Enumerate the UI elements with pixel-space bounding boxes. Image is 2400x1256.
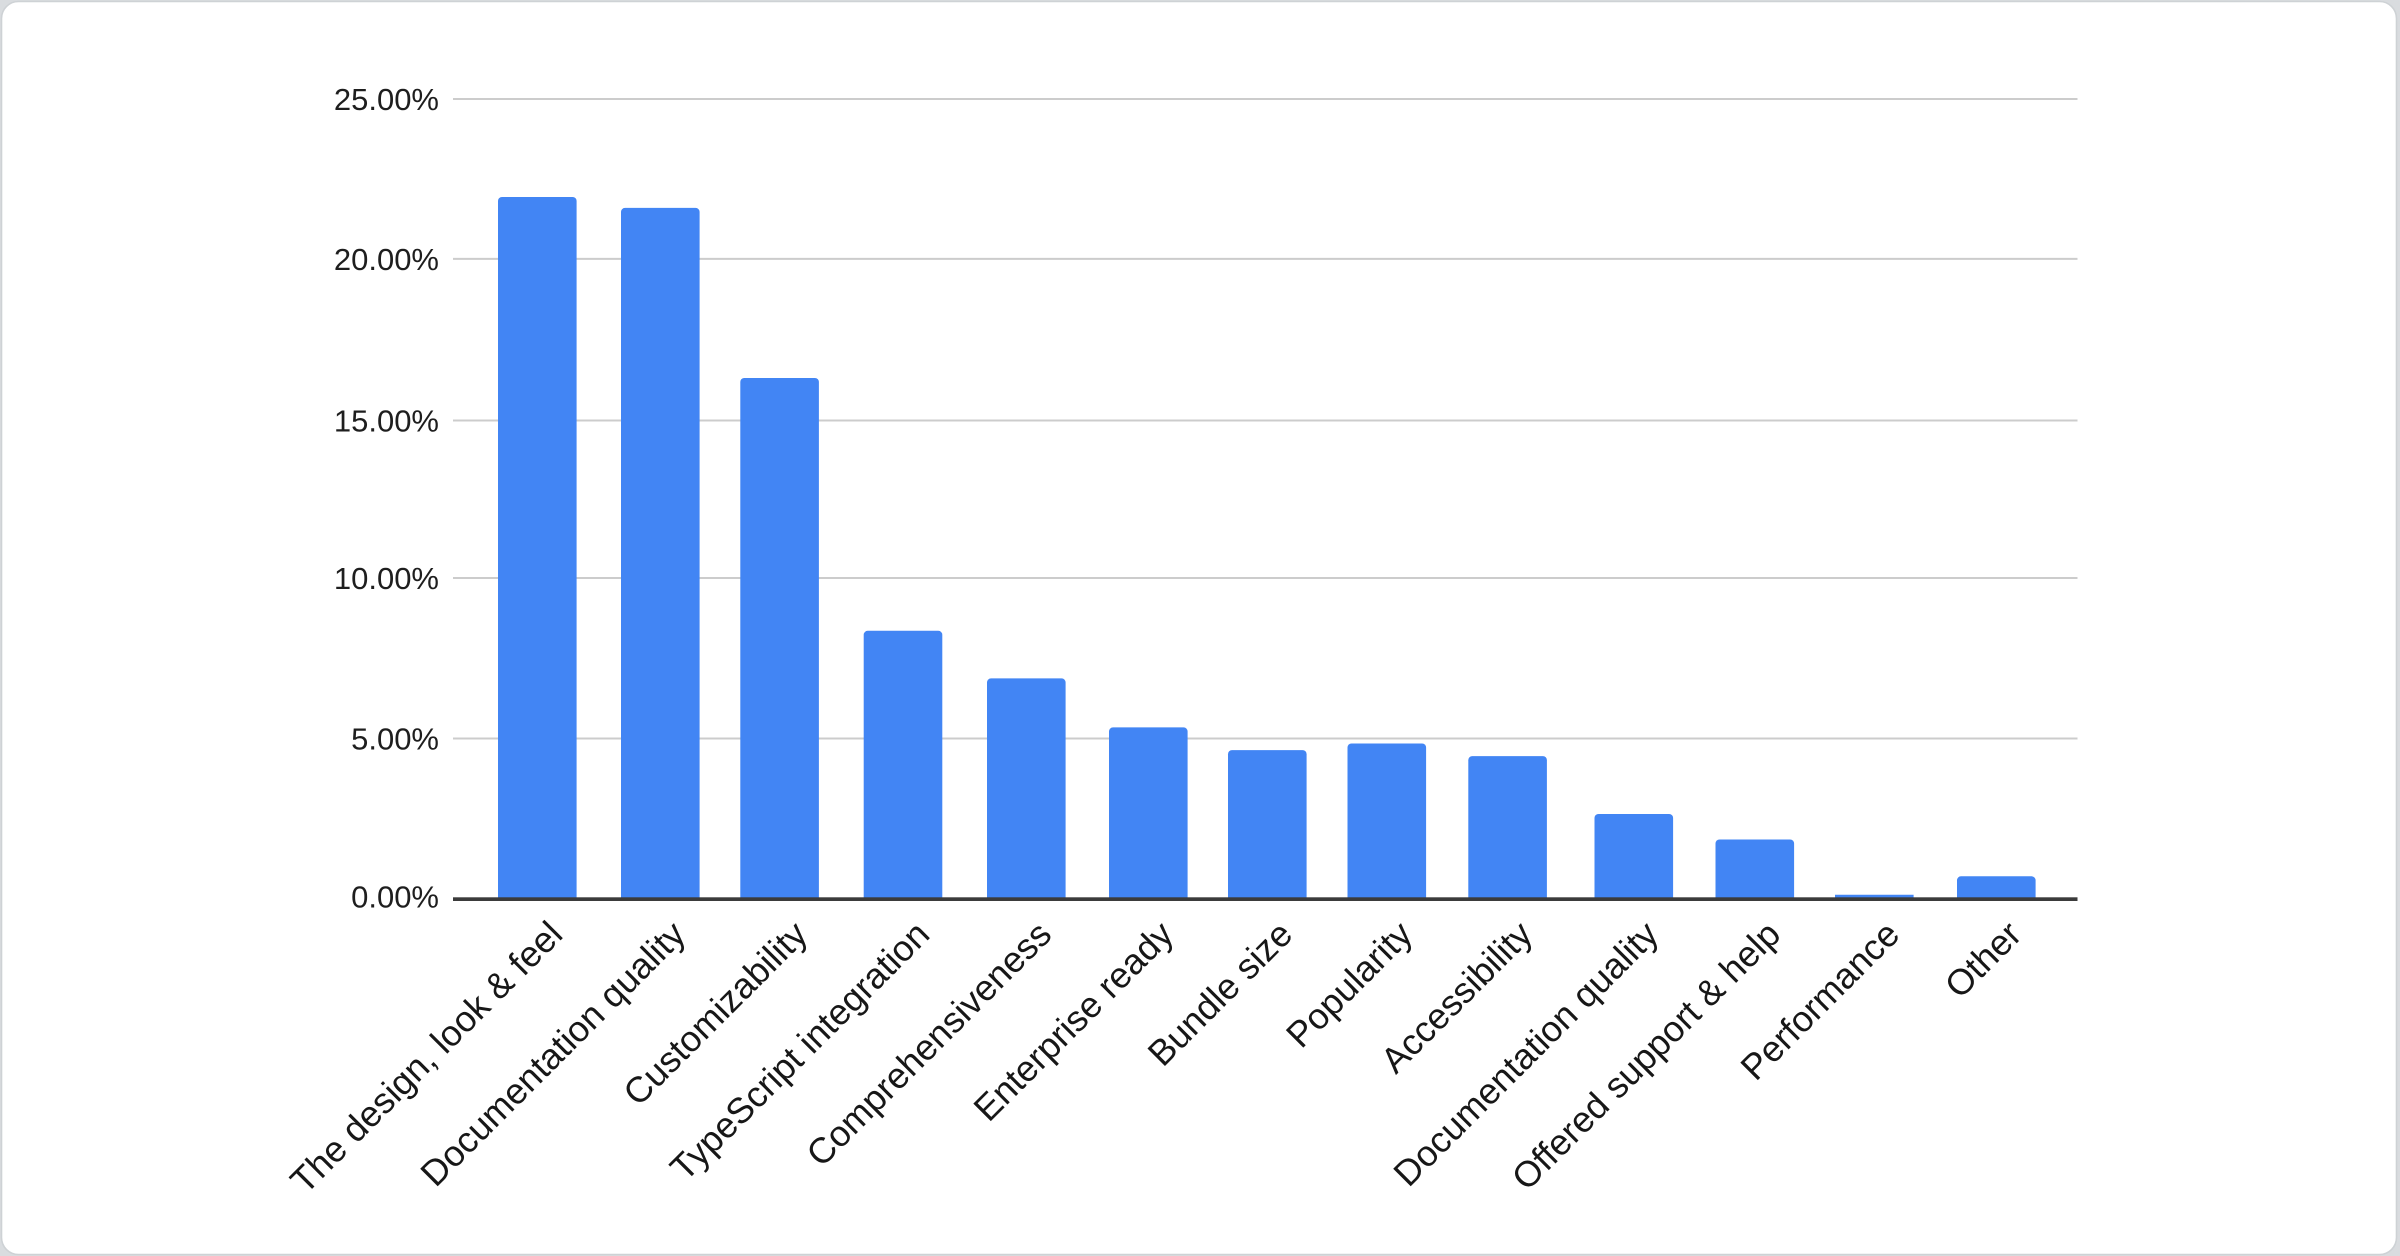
svg-text:10.00%: 10.00%: [334, 561, 439, 596]
svg-text:5.00%: 5.00%: [351, 722, 439, 757]
svg-text:0.00%: 0.00%: [351, 880, 439, 915]
svg-text:25.00%: 25.00%: [334, 82, 439, 117]
svg-text:20.00%: 20.00%: [334, 242, 439, 277]
svg-text:15.00%: 15.00%: [334, 404, 439, 439]
